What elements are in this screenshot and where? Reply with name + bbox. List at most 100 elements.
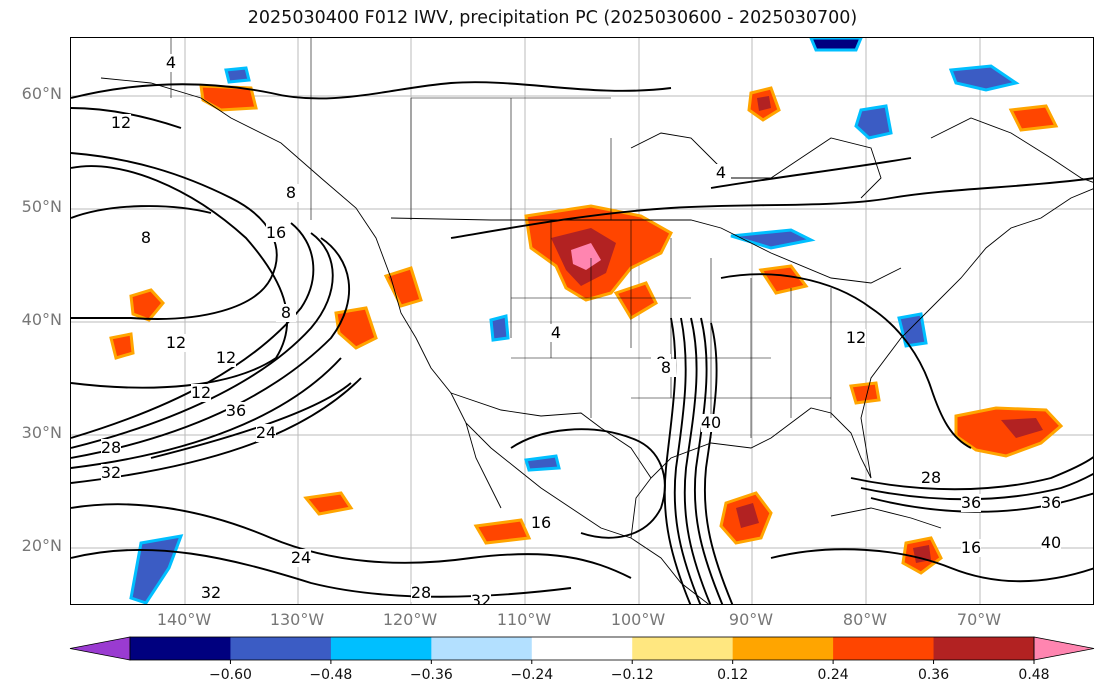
contour-label-bg (281, 184, 301, 202)
iwv-contour-canada (450, 177, 1093, 239)
contour-label: 36 (1041, 493, 1061, 512)
lon-tick-label: 130°W (269, 610, 325, 629)
contour-label: 40 (701, 413, 721, 432)
precip-blob-caribbean-west-core (736, 503, 759, 528)
contour-label: 24 (256, 423, 276, 442)
precip-blob-pacific-1 (129, 288, 165, 322)
contour-label: 36 (961, 493, 981, 512)
coastline-cuba (830, 507, 942, 529)
lat-tick-label: 20°N (21, 536, 62, 555)
precip-neg-hudson (854, 104, 893, 140)
colorbar-tick-label: −0.12 (610, 667, 654, 683)
contour-label: 32 (471, 591, 491, 605)
precip-blob-caribbean-east-core (913, 545, 931, 563)
precip-blob-south-1 (849, 381, 881, 405)
contour-label-bg (191, 384, 211, 402)
contour-label: 32 (201, 583, 221, 602)
contour-label-bg (166, 334, 186, 352)
colorbar-extend-low (69, 636, 131, 661)
contour-label-bg (101, 439, 121, 457)
contour-label-bg (256, 424, 276, 442)
lon-tick-label: 140°W (156, 610, 212, 629)
contour-label: 12 (846, 328, 866, 347)
colorbar-cell (330, 637, 432, 660)
iwv-contour-36 (150, 382, 352, 459)
colorbar-tick-label: 0.24 (817, 667, 849, 683)
contour-label-bg (266, 224, 286, 242)
iwv-contour-24 (71, 237, 351, 459)
precip-neg-mexico (524, 454, 561, 472)
precip-blob-labrador (1008, 104, 1059, 132)
precip-neg-quebec (948, 64, 1020, 92)
precipitation-anomaly-fields (109, 38, 1064, 604)
contour-label: 12 (166, 333, 186, 352)
contour-label-bg (101, 464, 121, 482)
contour-label-bg (846, 329, 866, 347)
contour-label-bg (1041, 494, 1061, 512)
iwv-contour-4 (71, 81, 672, 100)
lon-tick-label: 70°W (956, 610, 1002, 629)
iwv-contour-jet-5 (703, 322, 734, 604)
precip-blob-midwest (758, 264, 809, 295)
contour-label-bg (111, 114, 131, 132)
coastline-east (860, 188, 1093, 479)
contour-label-bg (161, 54, 181, 72)
iwv-contour-8 (71, 152, 278, 320)
coastline-hudson (630, 132, 882, 199)
precip-neg-greenland (809, 38, 863, 52)
lat-tick-label: 60°N (21, 84, 62, 103)
contour-label: 8 (661, 358, 671, 377)
contour-label: 24 (291, 548, 311, 567)
coastline-north-america (100, 77, 710, 604)
precip-neg-greatlakes (730, 228, 816, 250)
contour-label-bg (276, 304, 296, 322)
contour-label-bg (656, 359, 676, 377)
contour-label-bg (961, 539, 981, 557)
iwv-contour-pacific-south (71, 503, 632, 579)
contour-label-bg (701, 414, 721, 432)
precip-blob-hudson-core (757, 96, 771, 111)
contour-label-bg (471, 592, 491, 604)
colorbar-cell (833, 637, 935, 660)
lat-tick-label: 40°N (21, 310, 62, 329)
precip-blob-montana-peak (571, 243, 601, 270)
precip-neg-atlantic (897, 312, 928, 348)
us-mexico-border (450, 392, 652, 479)
colorbar-cell (933, 637, 1035, 660)
colorbar-cell (531, 637, 633, 660)
precip-blob-pacific-2 (109, 332, 135, 360)
colorbar-cells (69, 636, 1095, 664)
lon-tick-label: 80°W (842, 610, 888, 629)
colorbar-tick-label: −0.48 (309, 667, 353, 683)
contour-label-bg (1041, 534, 1061, 552)
colorbar-cell (230, 637, 332, 660)
iwv-contour-mexico (510, 428, 666, 539)
colorbar-tick-label: −0.36 (409, 667, 453, 683)
coastline-labrador (930, 117, 1093, 183)
contour-label-bg (136, 229, 156, 247)
contour-label: 8 (141, 228, 151, 247)
contour-label: 12 (216, 348, 236, 367)
contour-label-bg (711, 164, 731, 182)
precip-neg-rockies (489, 314, 510, 342)
iwv-contour-12 (71, 165, 289, 389)
map-title: 2025030400 F012 IWV, precipitation PC (2… (247, 8, 858, 28)
contour-label: 16 (961, 538, 981, 557)
contour-label-bg (201, 584, 221, 602)
contour-label: 36 (226, 401, 246, 420)
contour-label: 12 (111, 113, 131, 132)
contour-label: 8 (281, 303, 291, 322)
contour-label-bg (216, 349, 236, 367)
contour-label: 16 (531, 513, 551, 532)
iwv-contour-jet-4 (693, 317, 724, 604)
contour-label: 4 (166, 53, 176, 72)
lon-tick-label: 110°W (496, 610, 552, 629)
precip-blob-atlantic (954, 406, 1064, 458)
iwv-contour-atlantic-1 (850, 456, 1093, 491)
lat-tick-label: 50°N (21, 197, 62, 216)
contour-label-bg (921, 469, 941, 487)
us-canada-border (390, 217, 902, 284)
precip-blob-gulf (473, 518, 532, 545)
precip-blob-pacific-3 (303, 491, 354, 516)
precip-neg-alaska (224, 66, 251, 84)
